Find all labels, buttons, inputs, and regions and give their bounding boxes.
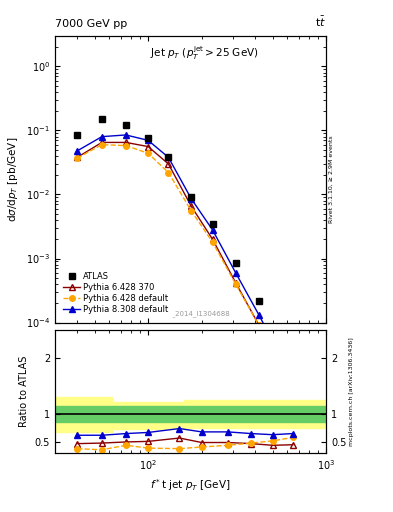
Pythia 8.308 default: [123, 132, 128, 138]
Text: ATLAS_2014_I1304688: ATLAS_2014_I1304688: [151, 310, 230, 317]
ATLAS: [233, 260, 238, 266]
Pythia 8.308 default: [279, 355, 284, 361]
ATLAS: [301, 366, 306, 372]
ATLAS: [123, 122, 128, 129]
Pythia 6.428 370: [146, 143, 151, 150]
Pythia 6.428 370: [279, 367, 284, 373]
Pythia 8.308 default: [166, 154, 171, 160]
Pythia 6.428 default: [99, 142, 104, 148]
Pythia 6.428 default: [75, 155, 80, 161]
Pythia 6.428 370: [99, 139, 104, 145]
Pythia 8.308 default: [99, 134, 104, 140]
Y-axis label: Ratio to ATLAS: Ratio to ATLAS: [19, 356, 29, 428]
Text: 7000 GeV pp: 7000 GeV pp: [55, 18, 127, 29]
Bar: [55, 406, 326, 422]
Pythia 8.308 default: [146, 137, 151, 143]
Pythia 6.428 default: [166, 169, 171, 176]
Pythia 6.428 370: [257, 323, 261, 329]
ATLAS: [75, 132, 80, 138]
Pythia 6.428 370: [301, 383, 306, 390]
ATLAS: [189, 195, 194, 201]
ATLAS: [210, 221, 215, 227]
Pythia 6.428 default: [233, 281, 238, 287]
ATLAS: [166, 154, 171, 160]
Pythia 6.428 default: [279, 364, 284, 370]
X-axis label: $f^*$t jet $p_T$ [GeV]: $f^*$t jet $p_T$ [GeV]: [150, 477, 231, 493]
Pythia 8.308 default: [257, 312, 261, 318]
Pythia 8.308 default: [301, 376, 306, 382]
Line: ATLAS: ATLAS: [74, 116, 307, 372]
Pythia 6.428 370: [233, 280, 238, 286]
Y-axis label: Rivet 3.1.10, ≥ 2.9M events: Rivet 3.1.10, ≥ 2.9M events: [329, 135, 334, 223]
Line: Pythia 6.428 default: Pythia 6.428 default: [75, 142, 307, 387]
Pythia 6.428 default: [146, 150, 151, 156]
Pythia 8.308 default: [189, 196, 194, 202]
Legend: ATLAS, Pythia 6.428 370, Pythia 6.428 default, Pythia 8.308 default: ATLAS, Pythia 6.428 370, Pythia 6.428 de…: [59, 268, 173, 318]
Pythia 8.308 default: [210, 227, 215, 233]
Pythia 6.428 default: [257, 323, 261, 329]
ATLAS: [146, 135, 151, 141]
Line: Pythia 6.428 370: Pythia 6.428 370: [75, 140, 307, 390]
Pythia 6.428 370: [123, 139, 128, 145]
Y-axis label: mcplots.cern.ch [arXiv:1306.3436]: mcplots.cern.ch [arXiv:1306.3436]: [349, 337, 354, 446]
Pythia 6.428 default: [210, 239, 215, 245]
Pythia 8.308 default: [233, 270, 238, 276]
Line: Pythia 8.308 default: Pythia 8.308 default: [75, 132, 307, 382]
Text: Jet $p_T$ ($p_T^{\rm jet}>25$ GeV): Jet $p_T$ ($p_T^{\rm jet}>25$ GeV): [150, 45, 259, 62]
Pythia 6.428 370: [210, 236, 215, 242]
Pythia 6.428 370: [75, 154, 80, 160]
ATLAS: [257, 297, 261, 304]
Text: t$\bar{t}$: t$\bar{t}$: [315, 14, 326, 29]
ATLAS: [279, 336, 284, 342]
Pythia 6.428 370: [189, 203, 194, 209]
Pythia 6.428 default: [123, 142, 128, 148]
Pythia 6.428 370: [166, 161, 171, 167]
Pythia 6.428 default: [189, 208, 194, 214]
ATLAS: [99, 116, 104, 122]
Pythia 8.308 default: [75, 148, 80, 154]
Pythia 6.428 default: [301, 381, 306, 387]
Y-axis label: d$\sigma$/d$p_T$ [pb/GeV]: d$\sigma$/d$p_T$ [pb/GeV]: [6, 137, 20, 222]
